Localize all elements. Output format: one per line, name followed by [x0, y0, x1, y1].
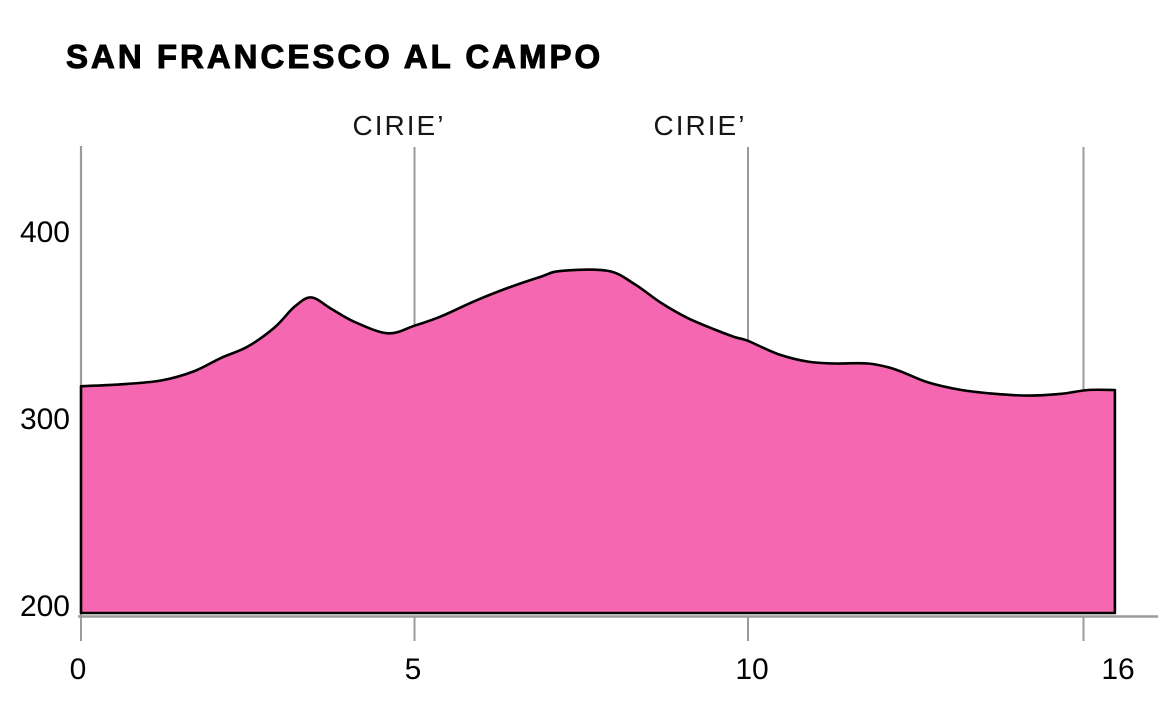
elevation-area [79, 268, 1117, 615]
x-axis-tick-label-0: 0 [69, 653, 87, 686]
x-axis-tick-label-10: 10 [735, 653, 769, 686]
y-axis-tick-label-200: 200 [19, 590, 70, 623]
y-axis-tick-label-300: 300 [19, 403, 70, 436]
page-title: SAN FRANCESCO AL CAMPO [65, 38, 604, 76]
x-axis-tick-label-5: 5 [404, 653, 422, 686]
waypoint-label-cirie-2: CIRIE’ [653, 110, 747, 141]
y-axis-tick-label-400: 400 [19, 216, 70, 249]
waypoint-label-cirie-1: CIRIE’ [352, 110, 446, 141]
x-axis-tick-label-16: 16 [1101, 653, 1135, 686]
